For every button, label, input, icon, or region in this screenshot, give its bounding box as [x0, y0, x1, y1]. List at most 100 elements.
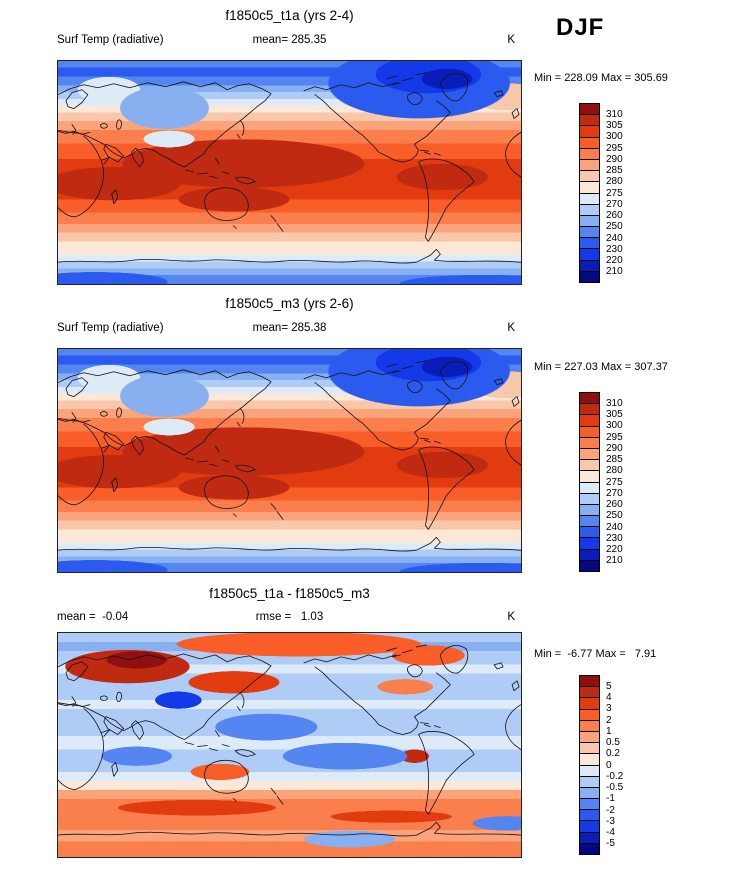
colorbar-tick-label: 250 — [606, 221, 623, 233]
colorbar-tick-label: 270 — [606, 198, 623, 210]
colorbar-segment — [580, 147, 599, 159]
panel1-map — [57, 60, 522, 285]
colorbar-segment — [580, 181, 599, 193]
panel3-colorbar-ticks: 5 4 3 2 1 0.5 0.2 0 -0.2 -0.5 -1 -2 -3 -4 -5 — [606, 675, 654, 855]
panel2-title: f1850c5_m3 (yrs 2-6) — [225, 296, 354, 311]
colorbar-tick-label: 305 — [606, 120, 623, 131]
panel1-coastlines-overlay — [58, 61, 521, 284]
colorbar-segment — [580, 248, 599, 260]
colorbar-tick-label: 300 — [606, 131, 623, 143]
colorbar-segment — [580, 526, 599, 538]
panel2-units-label: K — [507, 322, 515, 334]
colorbar-tick-label: 290 — [606, 442, 623, 454]
colorbar-tick-label: 220 — [606, 544, 623, 555]
colorbar-segment — [580, 786, 599, 799]
colorbar-segment — [580, 708, 599, 720]
colorbar-tick-label: -4 — [606, 827, 615, 838]
colorbar-tick-label: 240 — [606, 232, 623, 244]
panel3-title: f1850c5_t1a - f1850c5_m3 — [209, 586, 370, 601]
colorbar-segment — [580, 104, 599, 115]
panel1-variable-label: Surf Temp (radiative) — [57, 34, 164, 46]
colorbar-tick-label: 230 — [606, 532, 623, 544]
colorbar-tick-label: 290 — [606, 153, 623, 165]
colorbar-segment — [580, 753, 599, 765]
colorbar-tick-label: 0.5 — [606, 737, 620, 748]
colorbar-tick-label: 285 — [606, 454, 623, 465]
colorbar-tick-label: -2 — [606, 804, 615, 816]
panel1-mean-label: mean= 285.35 — [252, 34, 327, 46]
colorbar-segment — [580, 158, 599, 171]
colorbar-tick-label: 1 — [606, 725, 612, 737]
colorbar-segment — [580, 809, 599, 821]
panel3-colorbar-swatches — [579, 675, 600, 855]
colorbar-segment — [580, 820, 599, 832]
colorbar-tick-label: 250 — [606, 510, 623, 522]
colorbar-tick-label: 0 — [606, 759, 612, 771]
panel1-title: f1850c5_t1a (yrs 2-4) — [225, 8, 354, 23]
colorbar-tick-label: 285 — [606, 165, 623, 176]
panel1-colorbar-swatches — [579, 103, 600, 283]
panel3-colorbar: 5 4 3 2 1 0.5 0.2 0 -0.2 -0.5 -1 -2 -3 -4 -5 — [579, 675, 654, 855]
colorbar-tick-label: 295 — [606, 142, 623, 154]
colorbar-tick-label: 260 — [606, 210, 623, 221]
colorbar-tick-label: 280 — [606, 465, 623, 477]
colorbar-segment — [580, 270, 599, 282]
season-label: DJF — [556, 14, 605, 41]
colorbar-segment — [580, 764, 599, 776]
colorbar-tick-label: 275 — [606, 187, 623, 199]
colorbar-segment — [580, 492, 599, 504]
panel1-colorbar: 310 305 300 295 290 285 280 275 270 260 250 240 230 2… — [579, 103, 654, 283]
colorbar-tick-label: 305 — [606, 409, 623, 420]
colorbar-segment — [580, 237, 599, 249]
panel1-minmax-label: Min = 228.09 Max = 305.69 — [534, 72, 668, 84]
colorbar-tick-label: -3 — [606, 815, 615, 827]
colorbar-segment — [580, 393, 599, 404]
panel3-units-label: K — [507, 611, 515, 623]
colorbar-segment — [580, 459, 599, 471]
colorbar-segment — [580, 214, 599, 227]
panel3-minmax-label: Min = -6.77 Max = 7.91 — [534, 648, 657, 660]
colorbar-segment — [580, 503, 599, 516]
colorbar-tick-label: 260 — [606, 499, 623, 510]
colorbar-tick-label: -5 — [606, 838, 615, 850]
colorbar-segment — [580, 470, 599, 482]
panel2-variable-label: Surf Temp (radiative) — [57, 322, 164, 334]
colorbar-segment — [580, 192, 599, 204]
panel3-map — [57, 632, 522, 858]
panel2-coastlines-overlay — [58, 349, 521, 572]
colorbar-tick-label: 2 — [606, 714, 612, 726]
colorbar-tick-label: 210 — [606, 555, 623, 567]
colorbar-segment — [580, 559, 599, 571]
colorbar-tick-label: 310 — [606, 397, 623, 409]
colorbar-tick-label: 295 — [606, 431, 623, 443]
colorbar-tick-label: 4 — [606, 692, 612, 703]
colorbar-segment — [580, 798, 599, 810]
panel2-minmax-label: Min = 227.03 Max = 307.37 — [534, 361, 668, 373]
colorbar-segment — [580, 676, 599, 687]
panel2-colorbar-ticks: 310 305 300 295 290 285 280 275 270 260 250 240 230 2… — [606, 392, 654, 572]
panel2-colorbar-swatches — [579, 392, 600, 572]
colorbar-segment — [580, 719, 599, 731]
panel3-coastlines-overlay — [58, 633, 521, 857]
colorbar-segment — [580, 125, 599, 137]
colorbar-tick-label: -0.2 — [606, 770, 624, 782]
panel3-rmse-label: rmse = 1.03 — [255, 611, 324, 623]
panel2-colorbar: 310 305 300 295 290 285 280 275 270 260 250 240 230 2… — [579, 392, 654, 572]
colorbar-tick-label: 5 — [606, 680, 612, 692]
colorbar-tick-label: 230 — [606, 243, 623, 255]
colorbar-tick-label: 3 — [606, 703, 612, 715]
colorbar-segment — [580, 170, 599, 182]
colorbar-segment — [580, 114, 599, 126]
colorbar-segment — [580, 226, 599, 238]
colorbar-segment — [580, 203, 599, 215]
colorbar-segment — [580, 403, 599, 415]
colorbar-segment — [580, 842, 599, 854]
colorbar-tick-label: 0.2 — [606, 748, 620, 760]
colorbar-segment — [580, 686, 599, 698]
colorbar-segment — [580, 831, 599, 843]
colorbar-tick-label: -1 — [606, 793, 615, 805]
colorbar-segment — [580, 136, 599, 148]
colorbar-tick-label: 310 — [606, 108, 623, 120]
colorbar-segment — [580, 481, 599, 493]
